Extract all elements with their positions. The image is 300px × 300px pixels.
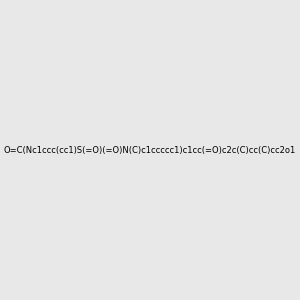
- Text: O=C(Nc1ccc(cc1)S(=O)(=O)N(C)c1ccccc1)c1cc(=O)c2c(C)cc(C)cc2o1: O=C(Nc1ccc(cc1)S(=O)(=O)N(C)c1ccccc1)c1c…: [4, 146, 296, 154]
